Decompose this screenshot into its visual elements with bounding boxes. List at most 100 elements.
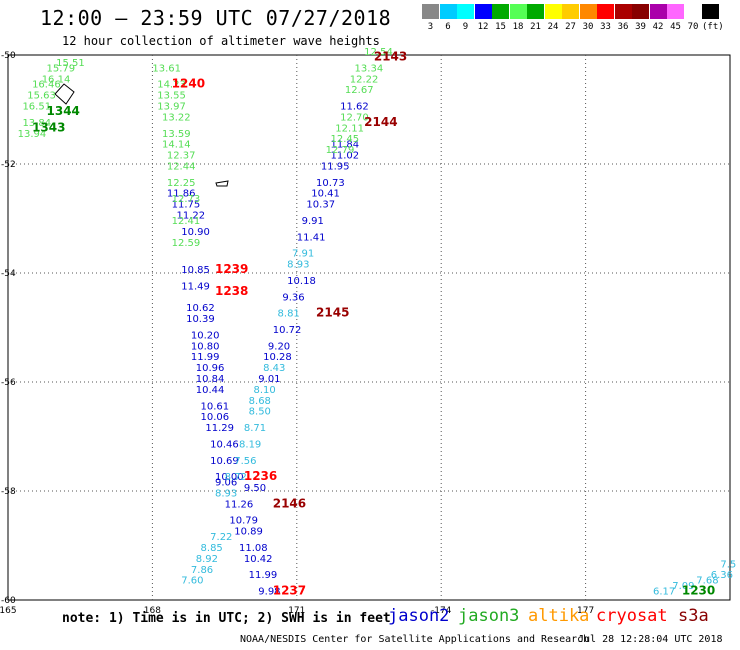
wave-height-value: 10.61	[201, 401, 230, 412]
wave-height-value: 8.19	[239, 439, 261, 450]
wave-height-value: 14.14	[162, 140, 191, 151]
island-icon	[215, 180, 229, 187]
lon-tick-label: -174	[431, 606, 452, 616]
wave-height-value: 7.22	[210, 532, 232, 543]
wave-height-value: 8.92	[196, 554, 218, 565]
wave-height-value: 11.49	[181, 281, 210, 292]
wave-height-value: 13.59	[162, 129, 191, 140]
wave-height-value: 8.85	[201, 543, 223, 554]
scale-swatch	[439, 4, 457, 19]
wave-height-value: 12.45	[330, 134, 359, 145]
scale-label: 27	[565, 22, 576, 32]
wave-height-value: 16.46	[32, 80, 61, 91]
scale-swatch	[422, 4, 439, 19]
island-icon	[54, 83, 75, 105]
wave-height-value: 9.91	[302, 216, 324, 227]
scale-swatch	[632, 4, 649, 19]
wave-height-value: 8.43	[263, 363, 285, 374]
wave-height-value: 10.84	[196, 374, 225, 385]
note-text: note: 1) Time is in UTC; 2) SWH is in fe…	[62, 611, 391, 626]
wave-height-value: 6.36	[711, 570, 733, 581]
wave-height-value: 7.68	[696, 576, 718, 587]
wave-height-value: 12.41	[172, 216, 201, 227]
wave-height-value: 8.71	[244, 423, 266, 434]
scale-swatch	[684, 4, 702, 19]
wave-height-value: 13.34	[355, 63, 384, 74]
wave-height-value: 7.86	[191, 565, 213, 576]
credit-text: NOAA/NESDIS Center for Satellite Applica…	[240, 634, 590, 645]
wave-height-value: 9.36	[282, 292, 304, 303]
lon-tick-label: 165	[0, 606, 17, 616]
scale-label: 3	[427, 22, 434, 32]
wave-height-value: 12.37	[167, 151, 196, 162]
wave-height-value: 10.39	[186, 314, 215, 325]
scale-label: 6	[445, 22, 451, 32]
legend-s3a: s3a	[678, 606, 709, 626]
scale-label: 33	[600, 22, 611, 32]
wave-height-value: 11.99	[249, 570, 278, 581]
wave-height-value: 10.06	[201, 412, 230, 423]
wave-height-value: 7.56	[234, 456, 256, 467]
scale-swatch	[649, 4, 667, 19]
scale-label: 30	[582, 22, 594, 32]
wave-height-value: 12.22	[350, 74, 379, 85]
scale-swatch	[702, 4, 719, 19]
scale-swatch	[509, 4, 527, 19]
pass-time-label: 1238	[215, 284, 248, 298]
wave-height-value: 16.14	[42, 74, 71, 85]
wave-height-value: 12.59	[172, 238, 201, 249]
wave-height-value: 10.37	[306, 200, 335, 211]
wave-height-value: 11.02	[330, 151, 359, 162]
wave-height-value: 14.23	[157, 80, 186, 91]
page-subtitle: 12 hour collection of altimeter wave hei…	[62, 34, 380, 48]
pass-time-label: 2143	[374, 49, 407, 63]
lat-tick-label: -56	[1, 378, 16, 388]
scale-label: 18	[512, 22, 524, 32]
wave-height-value: 10.73	[316, 178, 345, 189]
lon-tick-label: 171	[288, 606, 305, 616]
wave-height-value: 16.51	[22, 102, 51, 113]
wave-height-value: 10.42	[244, 554, 273, 565]
scale-label: 21	[530, 22, 541, 32]
lon-tick-label: 168	[144, 606, 161, 616]
scale-label: 12	[477, 22, 489, 32]
lat-tick-label: -54	[1, 269, 16, 279]
wave-height-value: 13.22	[162, 112, 191, 123]
wave-height-value: 13.84	[22, 118, 51, 129]
scale-label: 39	[635, 22, 646, 32]
legend-altika: altika	[528, 606, 590, 626]
wave-height-value: 8.72	[225, 472, 247, 483]
wave-height-value: 15.51	[56, 58, 85, 69]
scale-label: 45	[670, 22, 681, 32]
wave-height-value: 7.09	[672, 581, 694, 592]
wave-height-value: 10.46	[210, 439, 239, 450]
wave-height-value: 15.63	[27, 91, 56, 102]
wave-height-value: 11.29	[205, 423, 234, 434]
wave-height-value: 12.79	[326, 145, 355, 156]
wave-height-value: 11.99	[191, 352, 220, 363]
legend-cryosat: cryosat	[596, 606, 668, 626]
pass-time-label: 2145	[316, 306, 349, 320]
pass-time-label: 1239	[215, 262, 248, 276]
wave-height-value: 10.41	[311, 189, 340, 200]
scale-swatch	[457, 4, 474, 19]
wave-height-value: 7.60	[181, 576, 203, 587]
wave-height-value: 11.41	[297, 232, 326, 243]
wave-height-value: 8.10	[253, 385, 275, 396]
wave-height-value: 11.08	[239, 543, 268, 554]
wave-height-value: 8.93	[287, 260, 309, 271]
wave-height-value: 10.89	[234, 527, 263, 538]
wave-height-value: 8.68	[249, 396, 271, 407]
wave-height-value: 11.62	[340, 102, 369, 113]
lat-tick-label: -60	[1, 596, 16, 606]
wave-height-value: 10.79	[229, 516, 258, 527]
scale-swatch	[544, 4, 562, 19]
wave-height-value: 10.85	[181, 265, 210, 276]
wave-height-value: 10.44	[196, 385, 225, 396]
wave-height-value: 13.97	[157, 102, 186, 113]
wave-height-value: 12.25	[167, 178, 196, 189]
scale-swatch	[474, 4, 492, 19]
scale-swatch	[562, 4, 579, 19]
map-frame	[7, 54, 731, 601]
legend-jason3: jason3	[458, 606, 520, 626]
